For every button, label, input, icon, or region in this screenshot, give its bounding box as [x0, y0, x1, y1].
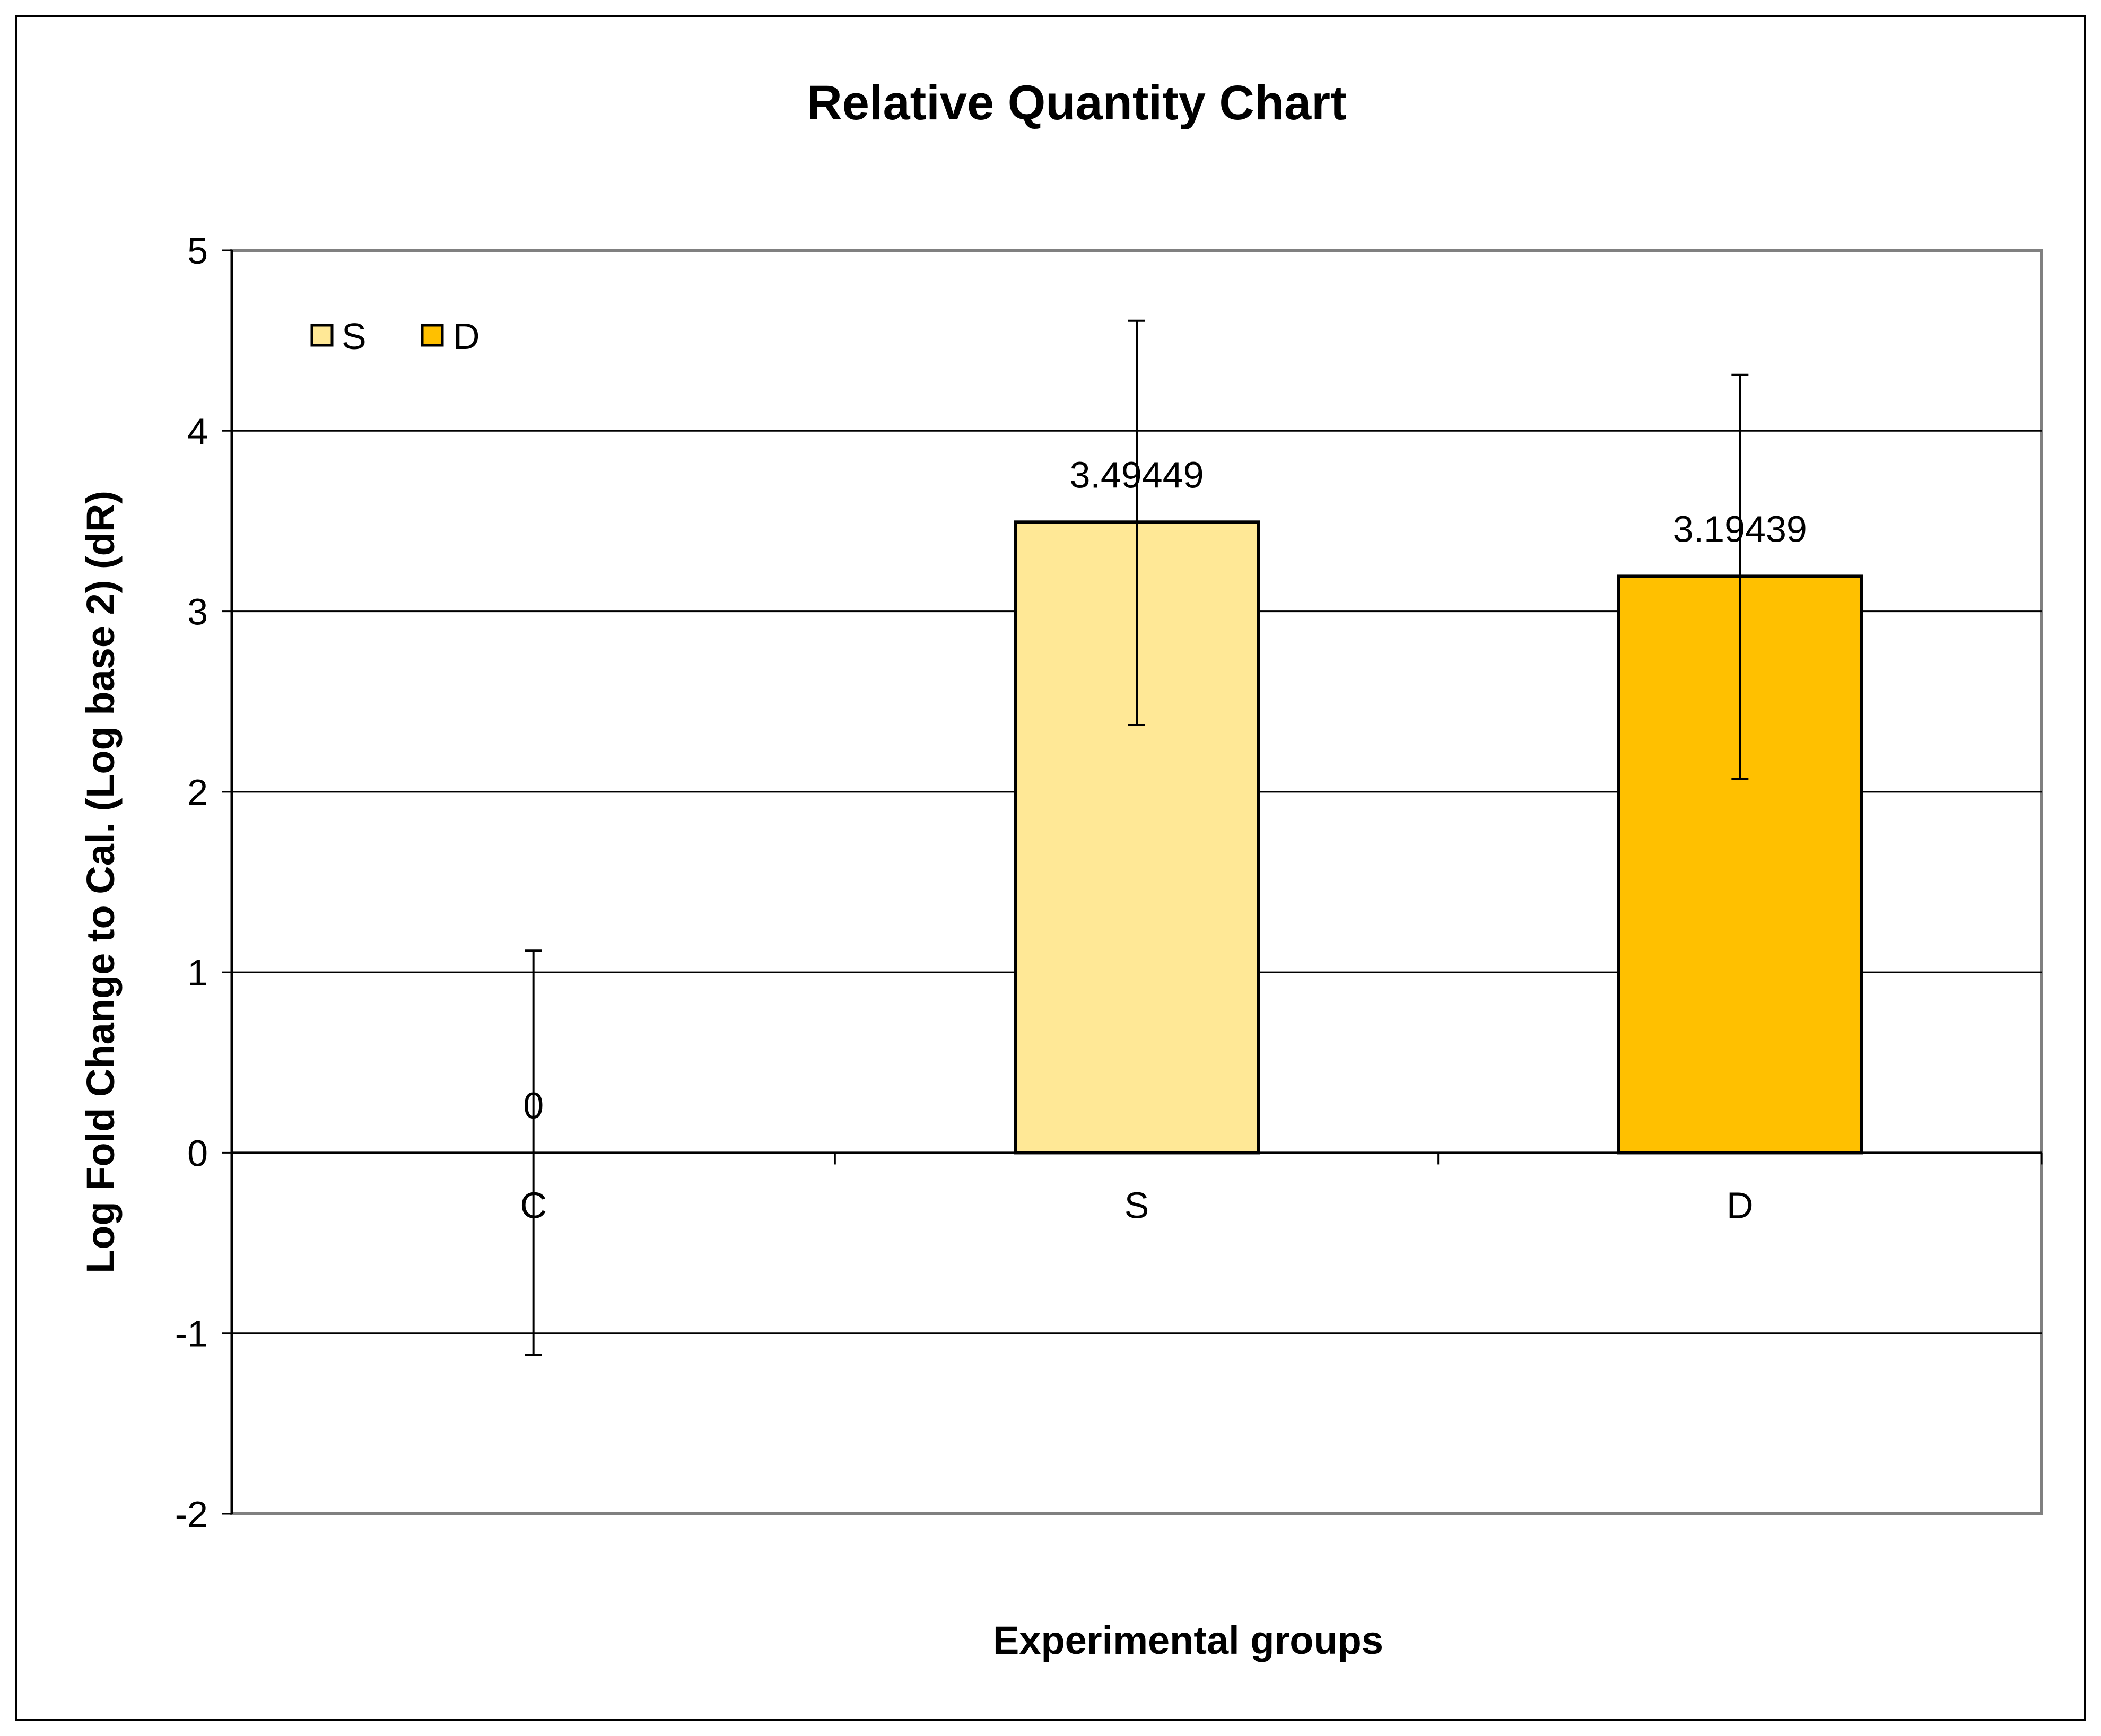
y-tick-label: -2 [175, 1494, 208, 1535]
legend: S D [310, 316, 480, 357]
chart-title: Relative Quantity Chart [807, 76, 1346, 130]
legend-swatch-d [421, 324, 444, 347]
legend-label-d: D [453, 316, 480, 357]
y-tick-label: 2 [187, 772, 208, 813]
data-label-d: 3.19439 [1673, 508, 1807, 549]
data-label-c: 0 [523, 1085, 544, 1126]
labels: C 0 S 3.49449 D 3.19439 [520, 454, 1807, 1226]
y-tick-label: 3 [187, 591, 208, 633]
error-bars [525, 319, 1749, 1356]
legend-label-s: S [342, 316, 367, 357]
x-tick-label-d: D [1727, 1184, 1754, 1226]
x-axis-title: Experimental groups [993, 1618, 1383, 1662]
y-axis-title: Log Fold Change to Cal. (Log base 2) (dR… [79, 491, 123, 1273]
data-label-s: 3.49449 [1069, 454, 1204, 495]
x-tick-label-s: S [1124, 1184, 1149, 1226]
y-tick-label: 5 [187, 230, 208, 272]
y-tick-label: 1 [187, 952, 208, 993]
y-tick-label: -1 [175, 1313, 208, 1355]
y-tick-label: 0 [187, 1132, 208, 1174]
legend-swatch-s [310, 324, 334, 347]
x-tick-label-c: C [520, 1184, 547, 1226]
y-tick-label: 4 [187, 411, 208, 452]
